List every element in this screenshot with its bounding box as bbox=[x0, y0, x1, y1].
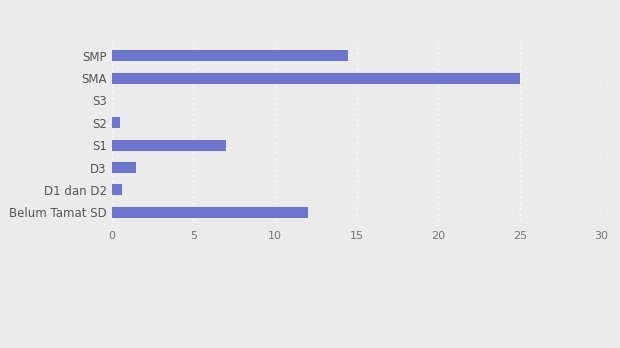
Bar bbox=[112, 50, 348, 61]
Bar bbox=[112, 162, 136, 173]
Bar bbox=[112, 117, 120, 128]
Bar bbox=[112, 184, 122, 196]
Bar bbox=[112, 207, 308, 218]
Bar bbox=[112, 140, 226, 151]
Bar bbox=[112, 72, 520, 84]
